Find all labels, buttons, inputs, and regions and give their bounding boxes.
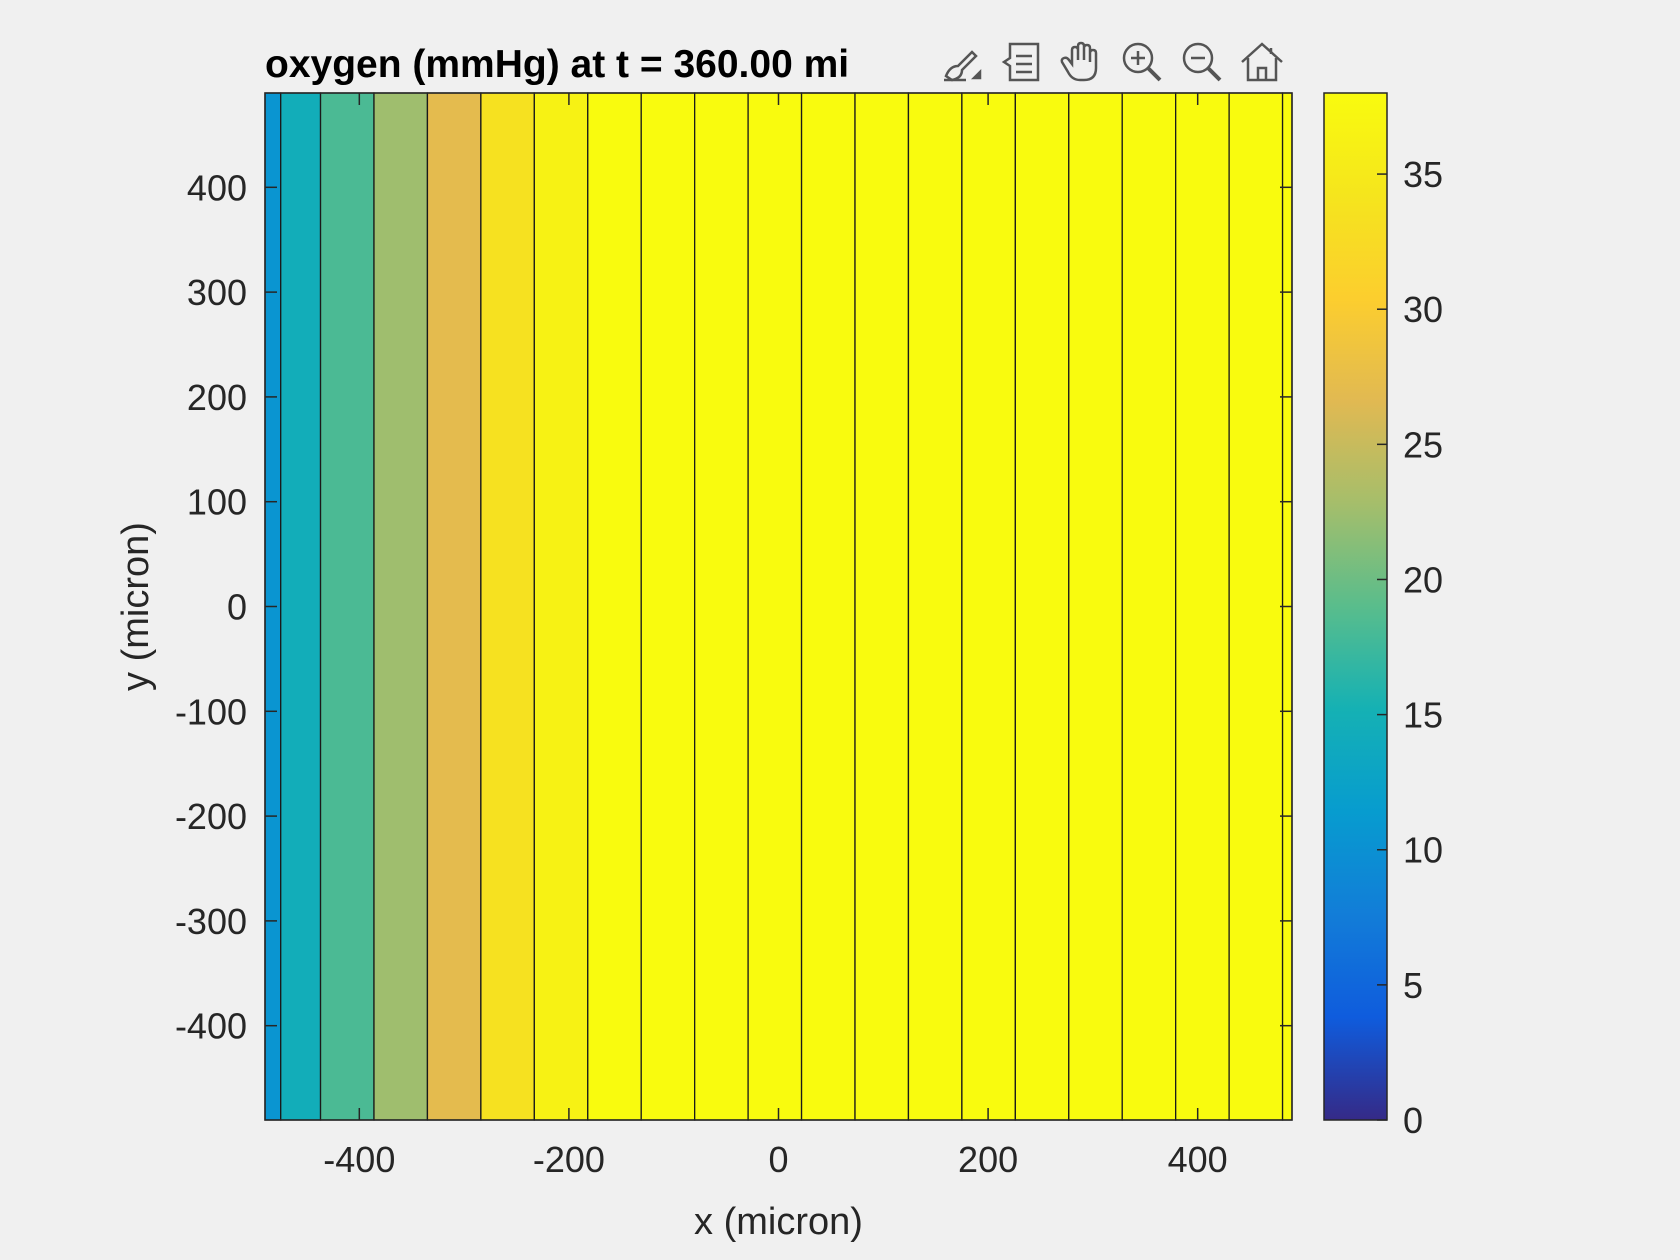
heatmap-cell xyxy=(533,92,589,1121)
heatmap-cell xyxy=(1228,92,1284,1121)
y-tick-label: -300 xyxy=(175,901,247,942)
x-tick-label: 0 xyxy=(768,1139,788,1180)
heatmap-cell xyxy=(426,92,482,1121)
heatmap-cell xyxy=(480,92,535,1121)
heatmap-cell xyxy=(961,92,1016,1121)
heatmap-cell xyxy=(640,92,696,1121)
x-axis-label: x (micron) xyxy=(694,1201,863,1243)
colorbar-tick-label: 35 xyxy=(1403,154,1443,195)
colorbar-tick-label: 25 xyxy=(1403,424,1443,465)
data-tips-button[interactable] xyxy=(994,36,1050,88)
heatmap-cell xyxy=(1121,92,1177,1121)
y-tick-label: -100 xyxy=(175,691,247,732)
y-tick-label: 0 xyxy=(227,587,247,628)
heatmap-cell xyxy=(747,92,803,1121)
y-tick-label: 100 xyxy=(187,482,247,523)
heatmap-cell xyxy=(694,92,749,1121)
y-tick-label: -400 xyxy=(175,1006,247,1047)
y-tick-label: 300 xyxy=(187,272,247,313)
y-tick-label: 400 xyxy=(187,167,247,208)
hand-icon xyxy=(1060,41,1098,82)
restore-view-button[interactable] xyxy=(1234,36,1290,88)
axes-toolbar xyxy=(934,36,1298,88)
zoom-out-button[interactable] xyxy=(1174,36,1230,88)
brush-data-button[interactable] xyxy=(934,36,990,88)
x-tick-label: 200 xyxy=(958,1139,1018,1180)
chart-title: oxygen (mmHg) at t = 360.00 mi xyxy=(265,43,849,86)
heatmap-cell xyxy=(1068,92,1123,1121)
colorbar-tick-label: 20 xyxy=(1403,559,1443,600)
heatmap-cell xyxy=(373,92,429,1121)
x-tick-label: -400 xyxy=(323,1139,395,1180)
heatmap-cell xyxy=(854,92,910,1121)
heatmap-cell xyxy=(587,92,642,1121)
brush-icon xyxy=(944,50,982,82)
y-tick-label: 200 xyxy=(187,377,247,418)
heatmap-cell xyxy=(800,92,856,1121)
x-tick-label: 400 xyxy=(1168,1139,1228,1180)
heatmap-cell xyxy=(1175,92,1230,1121)
y-tick-label: -200 xyxy=(175,796,247,837)
colorbar-tick-label: 30 xyxy=(1403,289,1443,330)
heatmap-cell xyxy=(1014,92,1070,1121)
colorbar-tick-label: 5 xyxy=(1403,965,1423,1006)
zoom-out-icon xyxy=(1182,42,1222,82)
heatmap-cell xyxy=(280,92,322,1121)
zoom-in-button[interactable] xyxy=(1114,36,1170,88)
heatmap-cell xyxy=(907,92,963,1121)
x-tick-label: -200 xyxy=(533,1139,605,1180)
heatmap-cell xyxy=(319,92,375,1121)
home-icon xyxy=(1241,42,1283,82)
datatip-icon xyxy=(1001,42,1040,82)
colorbar-tick-label: 10 xyxy=(1403,830,1443,871)
pan-button[interactable] xyxy=(1054,36,1110,88)
zoom-in-icon xyxy=(1122,42,1162,82)
y-axis-label: y (micron) xyxy=(115,522,157,691)
colorbar-tick-label: 0 xyxy=(1403,1100,1423,1141)
colorbar-tick-label: 15 xyxy=(1403,695,1443,736)
colorbar xyxy=(1323,92,1388,1121)
